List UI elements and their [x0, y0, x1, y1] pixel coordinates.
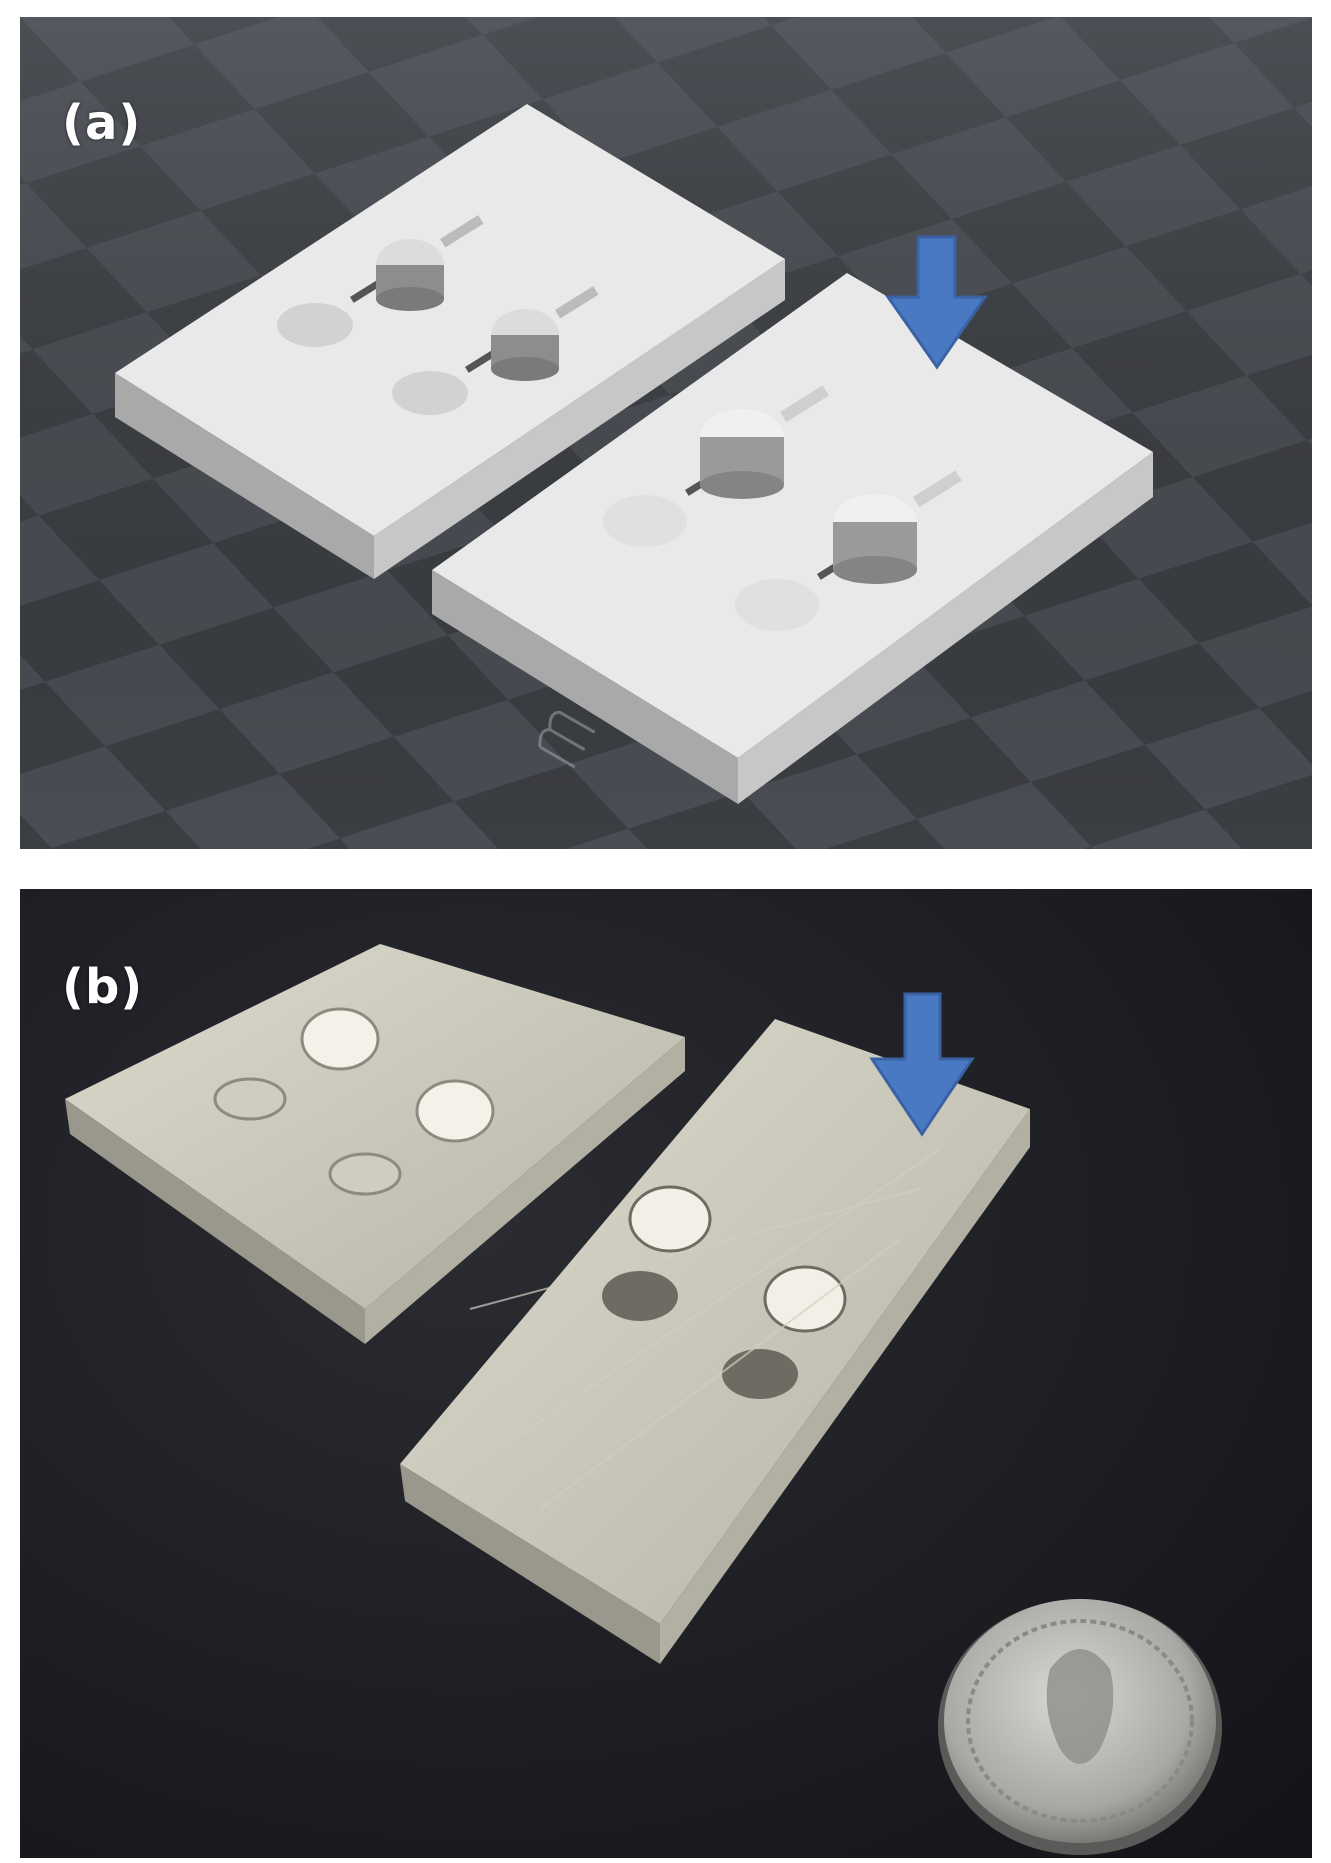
- left-resin-chip: [65, 944, 685, 1344]
- panel-label-b: (b): [62, 959, 144, 1015]
- down-arrow-icon: [885, 235, 988, 370]
- floor-axis-mark: [538, 710, 596, 769]
- right-mold-plate: [432, 273, 1153, 804]
- right-resin-chip: [400, 1019, 1030, 1664]
- photo-scene: [20, 889, 1312, 1858]
- panel-b-photo: (b): [20, 889, 1312, 1858]
- panel-a-render: (a): [20, 17, 1312, 849]
- dime-coin: [938, 1599, 1222, 1855]
- panel-label-a: (a): [62, 95, 142, 151]
- left-mold-plate: [115, 104, 785, 579]
- render-scene: [20, 17, 1312, 849]
- down-arrow-icon: [869, 992, 975, 1137]
